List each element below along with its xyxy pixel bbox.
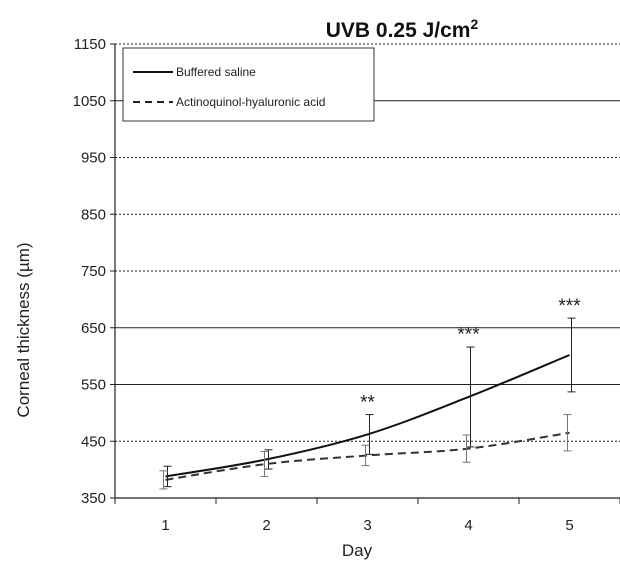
y-tick-label-350: 350 (81, 490, 106, 507)
y-tick-label-750: 750 (81, 263, 106, 280)
x-axis-title: Day (342, 541, 373, 560)
legend: Buffered saline Actinoquinol-hyaluronic … (122, 47, 375, 122)
y-tick-label-1150: 1150 (74, 36, 106, 53)
y-tick-label-650: 650 (81, 320, 106, 337)
legend-box (122, 47, 375, 122)
y-tick-label-950: 950 (81, 150, 106, 167)
y-tick-label-850: 850 (81, 206, 106, 223)
significance-label-3: ** (360, 393, 375, 414)
x-tick-label-3: 3 (363, 517, 371, 534)
chart-title-superscript: 2 (470, 16, 478, 32)
y-tick-label-550: 550 (81, 377, 106, 394)
legend-label-actinoquinol: Actinoquinol-hyaluronic acid (176, 95, 325, 109)
chart-title: UVB 0.25 J/cm2 (326, 16, 479, 42)
x-tick-label-5: 5 (565, 517, 573, 534)
series-line-1 (165, 431, 570, 481)
x-tick-label-2: 2 (262, 517, 270, 534)
significance-label-4: *** (457, 324, 480, 345)
x-tick-label-4: 4 (464, 517, 472, 534)
x-tick-label-1: 1 (161, 517, 169, 534)
legend-label-buffered-saline: Buffered saline (176, 65, 256, 79)
series-line-0 (165, 354, 570, 478)
significance-label-5: *** (558, 296, 581, 317)
y-axis-title: Corneal thickness (µm) (14, 242, 33, 417)
y-tick-label-450: 450 (81, 433, 106, 450)
y-tick-label-1050: 1050 (73, 93, 106, 110)
